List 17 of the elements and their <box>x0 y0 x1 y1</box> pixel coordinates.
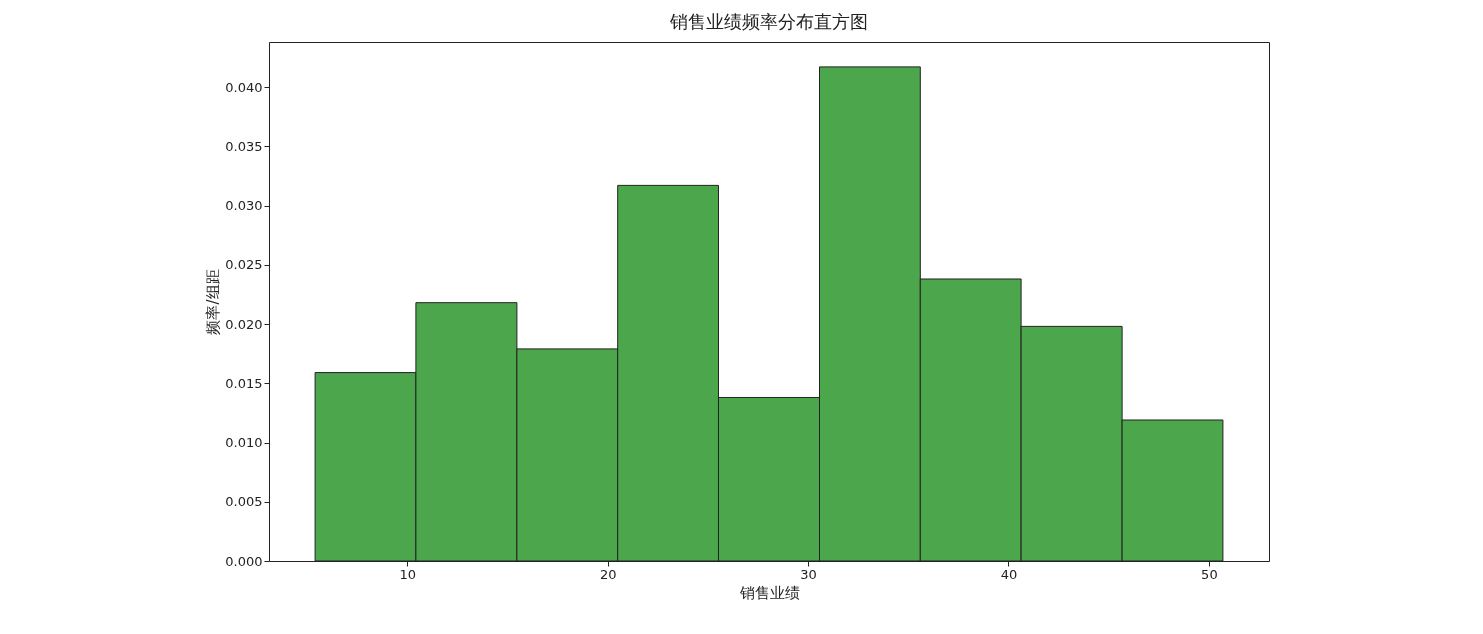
y-tick-label: 0.040 <box>225 79 263 95</box>
y-tick-label: 0.035 <box>225 138 263 154</box>
y-tick-label: 0.000 <box>225 553 263 569</box>
y-tick-label: 0.005 <box>225 494 263 510</box>
y-tick-label: 0.015 <box>225 375 263 391</box>
chart-title: 销售业绩频率分布直方图 <box>669 11 868 32</box>
x-axis-title: 销售业绩 <box>738 583 800 602</box>
x-tick-label: 40 <box>1000 566 1018 582</box>
y-tick-label: 0.025 <box>225 257 263 273</box>
x-tick-label: 20 <box>599 566 617 582</box>
y-tick-label: 0.030 <box>225 198 263 214</box>
y-axis-title: 频率/组距 <box>204 269 223 335</box>
y-tick-label: 0.010 <box>225 435 263 451</box>
x-tick-label: 50 <box>1201 566 1218 582</box>
y-tick-label: 0.020 <box>225 316 263 332</box>
x-tick-label: 30 <box>800 566 817 582</box>
x-tick-label: 10 <box>399 566 417 582</box>
